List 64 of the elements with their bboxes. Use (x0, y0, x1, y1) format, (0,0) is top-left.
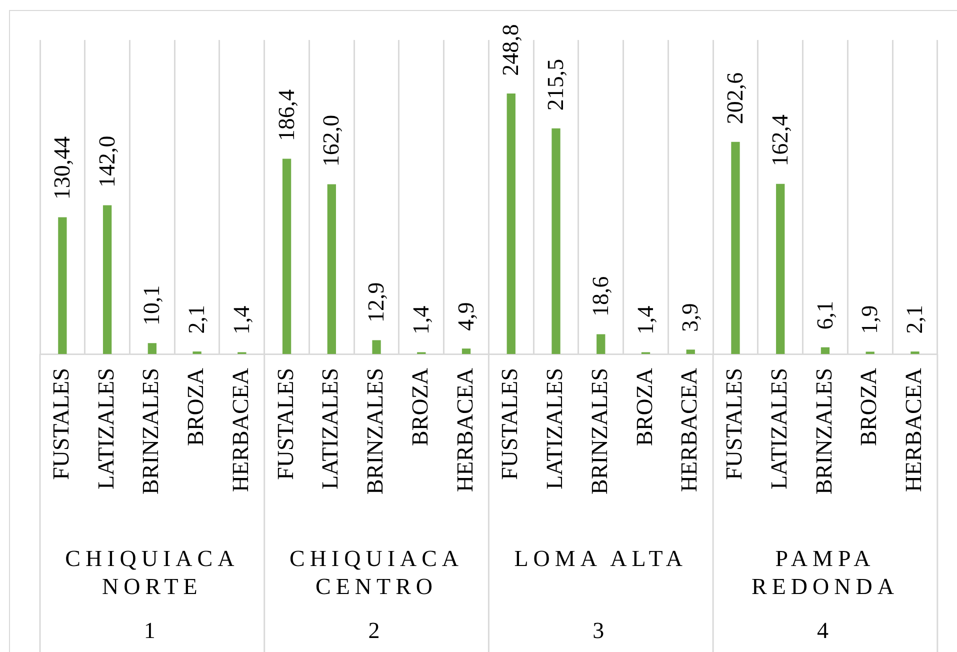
data-label: 162,0 (318, 114, 344, 167)
data-label: 248,8 (498, 24, 524, 76)
bar (776, 184, 785, 354)
bar (327, 184, 336, 354)
x-tick-label: LATIZALES (93, 368, 118, 490)
text: LOMA ALTA (513, 545, 689, 573)
data-label: 10,1 (139, 285, 164, 326)
data-label: 2,1 (184, 305, 210, 334)
bar (686, 350, 695, 354)
bar (910, 351, 920, 354)
data-label: 162,4 (767, 114, 792, 166)
data-label: 1,4 (632, 305, 658, 335)
x-tick-label: LATIZALES (766, 368, 792, 490)
x-tick-label: BRINZALES (138, 368, 164, 494)
data-label: 142,0 (94, 136, 120, 188)
x-tick-label: FUSTALES (272, 368, 298, 480)
x-tick-label: BRINZALES (811, 368, 836, 494)
x-tick-label: LATIZALES (542, 368, 568, 490)
bar (102, 205, 112, 354)
x-tick-label: FUSTALES (722, 368, 747, 480)
text: 4 (816, 617, 834, 645)
data-label: 186,4 (274, 88, 299, 142)
bar (282, 158, 292, 354)
x-tick-label: LATIZALES (318, 368, 343, 490)
text: 3 (592, 617, 610, 645)
bar (506, 94, 516, 354)
x-tick-label: HERBACEA (901, 368, 926, 492)
data-label: 3,9 (678, 303, 703, 332)
bar (192, 351, 202, 354)
x-tick-label: HERBACEA (676, 368, 702, 492)
data-label: 6,1 (812, 300, 838, 330)
bar (820, 347, 830, 354)
x-tick-label: FUSTALES (497, 368, 522, 480)
data-label: 1,9 (857, 305, 882, 334)
text: CHIQUIACA CENTRO (288, 545, 465, 601)
x-tick-label: BROZA (407, 368, 432, 446)
data-label: 1,4 (228, 305, 254, 335)
text: CHIQUIACA NORTE (64, 545, 240, 601)
data-label: 215,5 (543, 58, 568, 111)
bar (552, 128, 560, 354)
text: 2 (367, 617, 386, 645)
data-label: 4,9 (453, 302, 478, 331)
x-tick-label: BROZA (632, 368, 657, 446)
data-label: 18,6 (588, 276, 613, 317)
x-tick-label: FUSTALES (48, 368, 74, 480)
bar (731, 142, 740, 354)
text: 1 (142, 617, 162, 645)
x-tick-label: BROZA (183, 368, 208, 446)
bar (462, 348, 471, 354)
bar (372, 340, 381, 354)
data-label: 12,9 (364, 282, 389, 323)
x-tick-label: BROZA (856, 368, 882, 446)
x-tick-label: BRINZALES (586, 368, 612, 494)
data-label: 202,6 (722, 72, 748, 124)
data-label: 2,1 (902, 305, 928, 334)
data-label: 130,44 (49, 136, 74, 200)
x-tick-label: BRINZALES (362, 368, 388, 494)
text: PAMPA REDONDA (750, 545, 900, 601)
x-tick-label: HERBACEA (228, 368, 253, 492)
bar (596, 334, 606, 354)
x-tick-label: HERBACEA (452, 368, 478, 492)
bar (148, 343, 157, 354)
data-label: 1,4 (408, 305, 434, 335)
bar (58, 217, 67, 354)
